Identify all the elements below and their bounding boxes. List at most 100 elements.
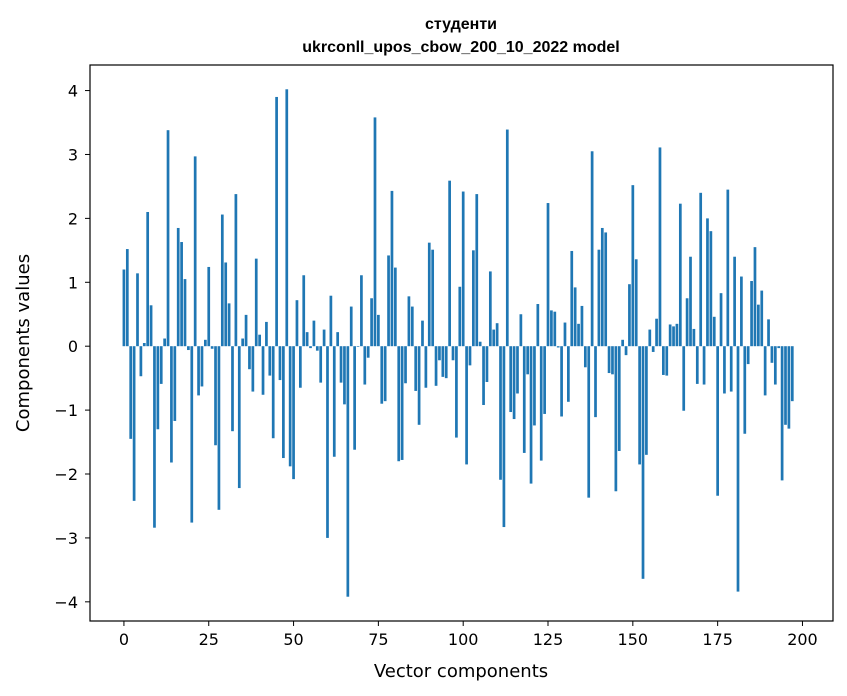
bar — [339, 346, 343, 383]
bar — [567, 346, 570, 402]
bar — [770, 346, 774, 363]
bar — [166, 130, 170, 347]
bar — [193, 156, 197, 347]
bar — [546, 203, 550, 347]
bar — [699, 192, 703, 347]
bar — [444, 346, 448, 379]
bar — [377, 314, 380, 347]
bar — [689, 256, 692, 347]
bar — [400, 346, 404, 460]
bar — [176, 227, 180, 347]
bar — [346, 346, 350, 597]
bar — [577, 323, 580, 347]
bar — [142, 343, 146, 347]
bar — [363, 346, 367, 385]
x-tick-label: 125 — [533, 630, 564, 649]
bar — [594, 346, 597, 418]
bar — [295, 300, 299, 347]
bar — [214, 346, 217, 446]
bar — [465, 346, 468, 465]
bar — [740, 276, 743, 347]
bar — [455, 346, 458, 438]
bar — [149, 305, 153, 347]
bar — [706, 218, 709, 347]
bar — [488, 271, 492, 347]
bar — [248, 346, 251, 370]
bar — [563, 322, 567, 347]
bar — [234, 194, 238, 347]
y-tick-label: −4 — [54, 593, 78, 612]
bar — [790, 346, 794, 402]
y-tick-label: 1 — [68, 273, 78, 292]
bar — [153, 346, 156, 528]
bar — [492, 329, 496, 347]
bar — [438, 346, 441, 361]
y-tick-label: 2 — [68, 209, 78, 228]
bar — [315, 346, 319, 351]
bar — [502, 346, 506, 528]
chart-subtitle: ukrconll_upos_cbow_200_10_2022 model — [302, 39, 619, 56]
bar — [536, 304, 540, 347]
bar — [505, 129, 509, 347]
bar — [645, 346, 648, 455]
bar — [404, 346, 407, 384]
bar — [427, 242, 431, 347]
bar — [746, 346, 750, 365]
bar — [553, 311, 557, 347]
x-tick-label: 175 — [702, 630, 733, 649]
bar — [648, 329, 652, 347]
bar — [597, 249, 601, 347]
bar — [628, 284, 631, 347]
x-tick-label: 150 — [618, 630, 649, 649]
bar — [733, 256, 736, 347]
bar — [743, 346, 747, 434]
x-tick-label: 75 — [368, 630, 388, 649]
bar — [611, 346, 614, 375]
bar — [187, 346, 190, 351]
bar — [237, 346, 241, 489]
bar — [556, 346, 560, 348]
bar — [695, 346, 699, 384]
bar — [570, 250, 574, 347]
bar — [780, 346, 784, 481]
bar — [329, 295, 333, 347]
bar — [343, 346, 346, 405]
bar — [326, 346, 329, 538]
bar — [757, 304, 760, 347]
bar — [587, 346, 591, 498]
bar — [373, 117, 377, 347]
bar — [658, 147, 662, 347]
bar — [675, 323, 679, 347]
bar — [312, 320, 316, 347]
bar — [702, 346, 706, 385]
bar — [638, 346, 641, 465]
bar — [685, 298, 689, 347]
bar — [265, 321, 268, 347]
bar — [136, 273, 139, 347]
bar — [726, 189, 730, 347]
x-tick-label: 200 — [787, 630, 818, 649]
bar — [241, 338, 245, 347]
bar — [624, 346, 628, 356]
bar — [173, 346, 177, 421]
bar — [393, 267, 397, 347]
bar — [678, 203, 682, 347]
bar — [600, 227, 604, 347]
bar — [220, 214, 224, 347]
bar — [719, 293, 723, 347]
bar — [275, 96, 278, 347]
bar — [139, 346, 143, 377]
bar — [122, 269, 126, 347]
bar — [224, 262, 228, 347]
bar — [417, 346, 421, 425]
bar — [478, 341, 482, 347]
bar — [431, 249, 435, 347]
bar — [617, 346, 621, 452]
bar — [271, 346, 275, 439]
bar — [519, 314, 523, 347]
bar — [146, 211, 150, 347]
bar — [526, 346, 530, 375]
bar — [736, 346, 740, 592]
y-tick-label: 0 — [68, 337, 78, 356]
bar — [716, 346, 720, 496]
